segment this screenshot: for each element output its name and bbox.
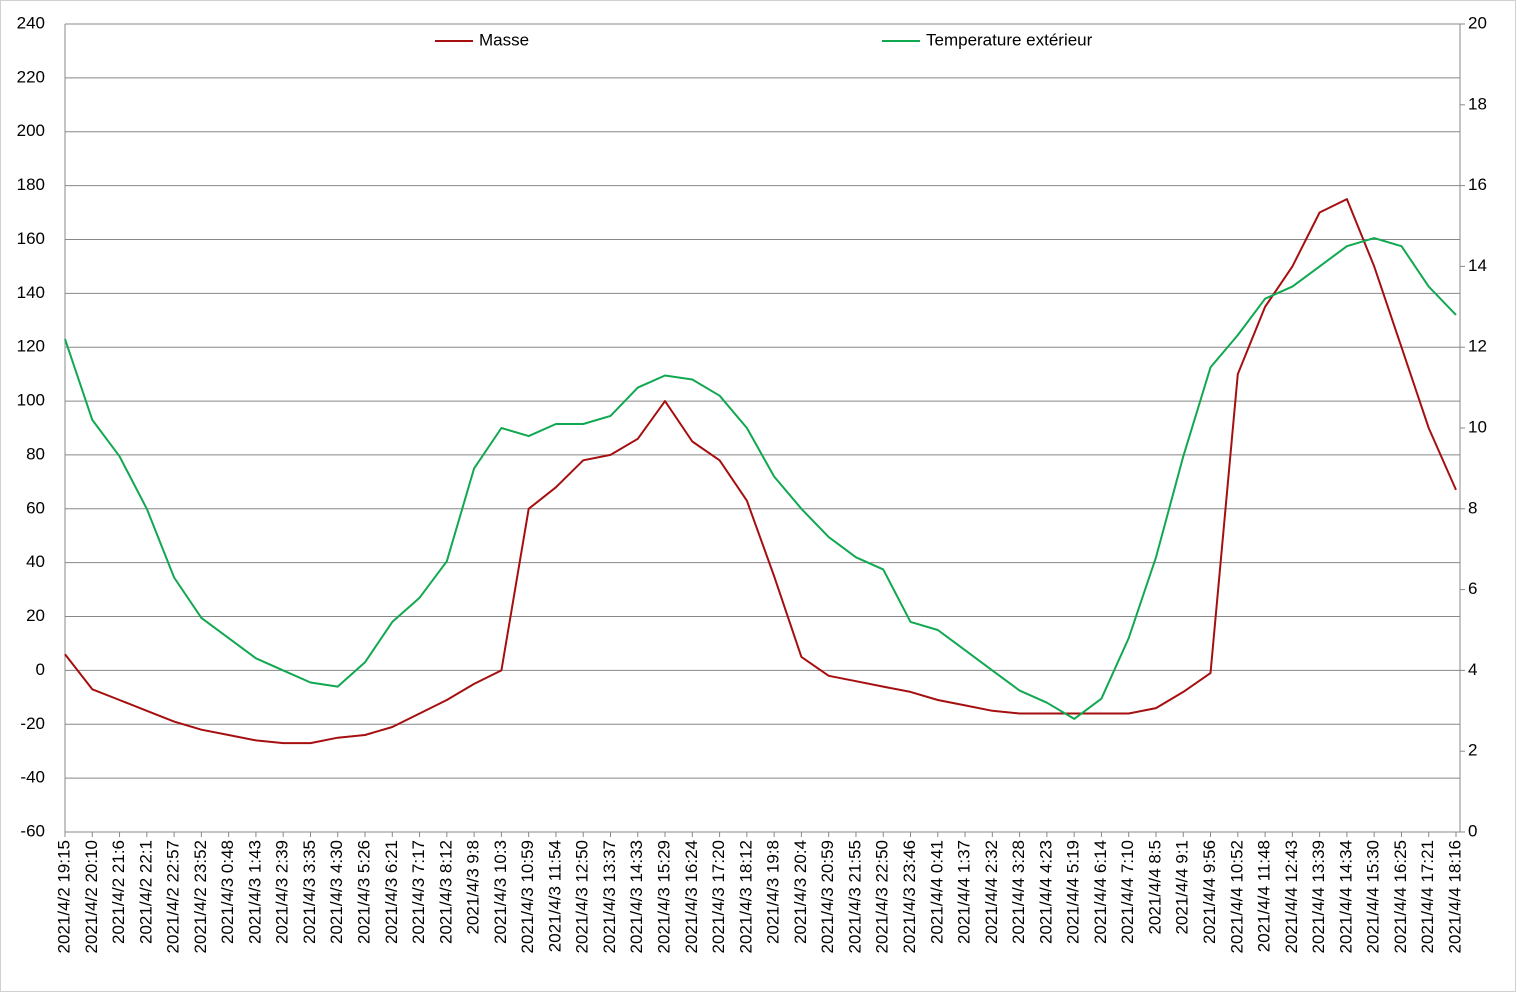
x-tick-label: 2021/4/4 5:19 <box>1064 840 1083 944</box>
x-tick-label: 2021/4/3 23:46 <box>900 840 919 953</box>
x-tick-label: 2021/4/3 13:37 <box>600 840 619 953</box>
y-tick-label: 80 <box>26 444 45 463</box>
y-tick-label: 160 <box>17 229 45 248</box>
x-tick-label: 2021/4/3 9:8 <box>464 840 483 935</box>
x-tick-label: 2021/4/3 10:3 <box>491 840 510 944</box>
x-tick-label: 2021/4/2 22:1 <box>136 840 155 944</box>
x-tick-label: 2021/4/3 20:4 <box>791 840 810 944</box>
x-tick-label: 2021/4/4 13:39 <box>1309 840 1328 953</box>
y-tick-label: -40 <box>20 768 45 787</box>
y2-tick-label: 16 <box>1468 175 1487 194</box>
x-tick-label: 2021/4/2 21:6 <box>109 840 128 944</box>
x-tick-label: 2021/4/4 0:41 <box>927 840 946 944</box>
x-tick-label: 2021/4/3 22:50 <box>873 840 892 953</box>
x-tick-label: 2021/4/3 2:39 <box>273 840 292 944</box>
x-tick-label: 2021/4/3 16:24 <box>682 840 701 953</box>
legend-label: Temperature extérieur <box>926 30 1093 49</box>
x-tick-label: 2021/4/2 19:15 <box>54 840 73 953</box>
x-tick-label: 2021/4/4 15:30 <box>1364 840 1383 953</box>
y-tick-label: 180 <box>17 175 45 194</box>
y-tick-label: 40 <box>26 552 45 571</box>
x-tick-label: 2021/4/3 21:55 <box>845 840 864 953</box>
x-tick-label: 2021/4/4 14:34 <box>1336 840 1355 953</box>
x-tick-label: 2021/4/4 17:21 <box>1418 840 1437 953</box>
y-tick-label: 20 <box>26 606 45 625</box>
x-tick-label: 2021/4/4 9:56 <box>1200 840 1219 944</box>
x-tick-label: 2021/4/3 4:30 <box>327 840 346 944</box>
x-tick-label: 2021/4/3 15:29 <box>655 840 674 953</box>
x-tick-label: 2021/4/3 20:59 <box>818 840 837 953</box>
y2-tick-label: 12 <box>1468 337 1487 356</box>
x-tick-label: 2021/4/3 11:54 <box>545 840 564 952</box>
y-tick-label: 0 <box>36 660 45 679</box>
y2-tick-label: 18 <box>1468 94 1487 113</box>
y-tick-label: 100 <box>17 391 45 410</box>
y-tick-label: 60 <box>26 498 45 517</box>
x-tick-label: 2021/4/4 1:37 <box>955 840 974 944</box>
y-tick-label: 240 <box>17 13 45 32</box>
y-tick-label: 220 <box>17 67 45 86</box>
x-tick-label: 2021/4/2 20:10 <box>82 840 101 953</box>
x-tick-label: 2021/4/3 3:35 <box>300 840 319 944</box>
x-tick-label: 2021/4/4 11:48 <box>1255 840 1274 952</box>
x-tick-label: 2021/4/3 7:17 <box>409 840 428 944</box>
series-line <box>64 198 1457 745</box>
x-tick-label: 2021/4/4 12:43 <box>1282 840 1301 953</box>
x-tick-label: 2021/4/4 7:10 <box>1118 840 1137 944</box>
x-tick-label: 2021/4/3 1:43 <box>245 840 264 944</box>
x-tick-label: 2021/4/3 12:50 <box>573 840 592 953</box>
x-tick-label: 2021/4/2 23:52 <box>191 840 210 953</box>
y2-tick-label: 10 <box>1468 417 1487 436</box>
y-tick-label: 200 <box>17 121 45 140</box>
y2-tick-label: 14 <box>1468 256 1487 275</box>
x-tick-label: 2021/4/4 3:28 <box>1009 840 1028 944</box>
x-tick-label: 2021/4/3 14:33 <box>627 840 646 953</box>
x-tick-label: 2021/4/2 22:57 <box>164 840 183 953</box>
y2-tick-label: 6 <box>1468 579 1477 598</box>
y-tick-label: 120 <box>17 337 45 356</box>
x-tick-label: 2021/4/4 9:1 <box>1173 840 1192 935</box>
x-tick-label: 2021/4/3 8:12 <box>436 840 455 944</box>
y-tick-label: 140 <box>17 283 45 302</box>
x-tick-label: 2021/4/4 8:5 <box>1145 840 1164 935</box>
x-tick-label: 2021/4/4 16:25 <box>1391 840 1410 953</box>
y2-tick-label: 0 <box>1468 821 1477 840</box>
y2-tick-label: 4 <box>1468 660 1477 679</box>
x-tick-label: 2021/4/3 17:20 <box>709 840 728 953</box>
series-line <box>64 237 1457 720</box>
x-tick-label: 2021/4/4 10:52 <box>1227 840 1246 953</box>
x-tick-label: 2021/4/3 10:59 <box>518 840 537 953</box>
y-tick-label: -20 <box>20 714 45 733</box>
y-tick-label: -60 <box>20 821 45 840</box>
x-tick-label: 2021/4/4 6:14 <box>1091 840 1110 944</box>
y2-tick-label: 2 <box>1468 741 1477 760</box>
legend-label: Masse <box>479 30 529 49</box>
x-tick-label: 2021/4/3 19:8 <box>764 840 783 944</box>
x-tick-label: 2021/4/3 5:26 <box>355 840 374 944</box>
x-tick-label: 2021/4/3 0:48 <box>218 840 237 944</box>
x-tick-label: 2021/4/3 6:21 <box>382 840 401 944</box>
x-tick-label: 2021/4/3 18:12 <box>736 840 755 953</box>
y2-tick-label: 20 <box>1468 13 1487 32</box>
x-tick-label: 2021/4/4 18:16 <box>1445 840 1464 953</box>
y2-tick-label: 8 <box>1468 498 1477 517</box>
x-tick-label: 2021/4/4 2:32 <box>982 840 1001 944</box>
x-tick-label: 2021/4/4 4:23 <box>1036 840 1055 944</box>
